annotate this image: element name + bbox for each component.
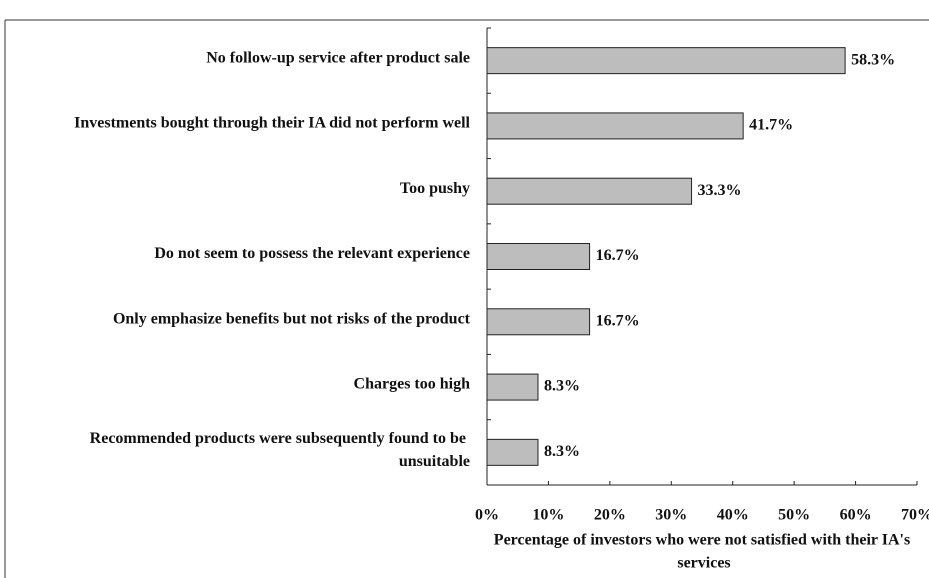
x-tick-label: 60%: [840, 507, 872, 524]
x-tick-label: 30%: [655, 507, 687, 524]
category-label: No follow-up service after product sale: [206, 49, 470, 66]
x-tick-label: 20%: [594, 507, 626, 524]
x-tick-label: 50%: [778, 507, 810, 524]
x-tick-label: 10%: [532, 507, 564, 524]
bar: [486, 243, 591, 270]
value-label: 58.3%: [851, 51, 895, 68]
value-label: 33.3%: [698, 182, 742, 199]
category-label: Only emphasize benefits but not risks of…: [113, 310, 471, 327]
x-tick-label: 70%: [901, 507, 929, 524]
value-label: 8.3%: [544, 443, 580, 460]
category-label: Do not seem to possess the relevant expe…: [154, 245, 470, 262]
value-label: 16.7%: [596, 312, 640, 329]
bar: [486, 47, 846, 75]
x-axis-label: Percentage of investors who were not sat…: [494, 531, 914, 571]
value-label: 41.7%: [749, 117, 793, 134]
x-tick-label: 0%: [475, 507, 499, 524]
bar: [486, 177, 693, 205]
bar: [486, 438, 539, 466]
category-label: Investments bought through their IA did …: [74, 115, 470, 132]
bar: [486, 308, 591, 336]
bar: [486, 112, 744, 140]
category-label: Recommended products were subsequently f…: [90, 430, 470, 470]
category-label: Too pushy: [400, 180, 470, 197]
category-label: Charges too high: [354, 376, 471, 393]
value-label: 8.3%: [544, 378, 580, 395]
x-tick-label: 40%: [717, 507, 749, 524]
bar: [486, 373, 539, 401]
value-label: 16.7%: [596, 247, 640, 264]
